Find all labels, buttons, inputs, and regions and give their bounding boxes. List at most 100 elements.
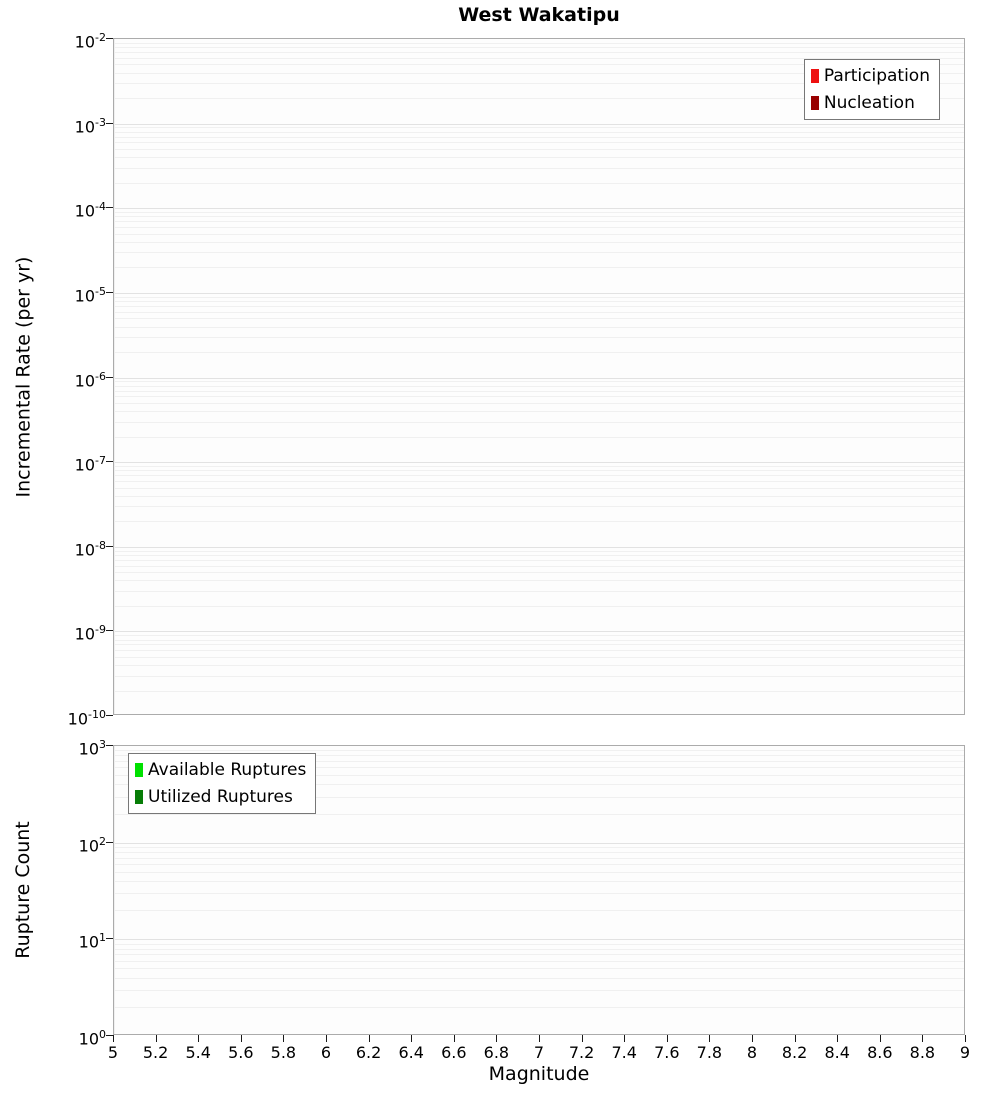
- gridline-minor: [114, 580, 964, 582]
- x-tick: [624, 1035, 626, 1042]
- x-tick: [240, 1035, 242, 1042]
- gridline-minor: [114, 954, 964, 956]
- gridline-minor: [114, 39, 115, 714]
- gridline-minor: [114, 857, 964, 859]
- legend-item: Utilized Ruptures: [135, 783, 306, 810]
- gridline-major: [114, 631, 964, 633]
- gridline-minor: [114, 910, 964, 912]
- x-tick-label: 8.2: [781, 1043, 808, 1062]
- gridline-minor: [114, 337, 964, 339]
- gridline-minor: [114, 241, 964, 243]
- gridline-minor: [114, 465, 964, 467]
- gridline-minor: [114, 675, 964, 677]
- gridline-minor: [114, 690, 964, 692]
- gridline-minor: [114, 233, 964, 235]
- gridline-minor: [114, 182, 964, 184]
- x-tick-label: 8.8: [909, 1043, 936, 1062]
- x-tick: [496, 1035, 498, 1042]
- participation-legend-marker: [810, 68, 819, 83]
- nucleation-legend-marker: [810, 95, 819, 110]
- gridline-minor: [114, 656, 964, 658]
- gridline-minor: [114, 559, 964, 561]
- gridline-minor: [114, 750, 964, 752]
- gridline-minor: [114, 411, 964, 413]
- gridline-minor: [114, 565, 964, 567]
- gridline-minor: [114, 98, 964, 100]
- legend: Participation Nucleation: [803, 59, 940, 120]
- x-tick-label: 5.8: [270, 1043, 297, 1062]
- y-tick: [106, 461, 113, 463]
- gridline-minor: [114, 495, 964, 497]
- chart-title: West Wakatipu: [458, 4, 620, 26]
- x-tick-label: 7: [533, 1043, 545, 1062]
- y-tick-label: 10-3: [74, 115, 106, 136]
- x-tick-label: 6.2: [355, 1043, 382, 1062]
- gridline-minor: [114, 852, 964, 854]
- gridline-minor: [114, 83, 964, 85]
- gridline-minor: [114, 352, 964, 354]
- gridline-minor: [114, 142, 964, 144]
- y-tick: [106, 745, 113, 746]
- gridline-minor: [114, 864, 964, 866]
- x-tick: [368, 1035, 370, 1042]
- x-tick-label: 6.4: [398, 1043, 424, 1062]
- gridline-minor: [114, 881, 964, 883]
- x-tick: [155, 1035, 157, 1042]
- gridline-major: [114, 939, 964, 941]
- y-tick-label: 100: [78, 1028, 106, 1049]
- x-axis-label: Magnitude: [488, 1063, 590, 1085]
- gridline-major: [114, 377, 964, 379]
- legend-label: Participation: [823, 65, 930, 86]
- gridline-major: [114, 292, 964, 294]
- gridline-minor: [114, 131, 964, 133]
- gridline-minor: [114, 847, 964, 849]
- y-tick-label: 103: [78, 738, 106, 759]
- gridline-minor: [114, 157, 964, 159]
- count-y-axis-label-wrap: Rupture Count: [0, 745, 46, 1035]
- gridline-minor: [114, 475, 964, 477]
- x-tick-label: 6: [320, 1043, 332, 1062]
- y-tick-label: 10-4: [74, 200, 106, 221]
- x-tick: [752, 1035, 753, 1042]
- y-tick-label: 10-5: [74, 284, 106, 306]
- x-tick: [965, 1035, 966, 1042]
- gridline-minor: [114, 421, 964, 423]
- x-tick-label: 9: [959, 1043, 971, 1062]
- legend-label: Utilized Ruptures: [148, 786, 293, 807]
- gridline-minor: [114, 605, 964, 607]
- x-tick: [837, 1035, 839, 1042]
- gridline-minor: [114, 871, 964, 873]
- x-tick-label: 5: [107, 1043, 119, 1062]
- y-tick: [106, 207, 113, 209]
- y-tick-label: 10-9: [74, 623, 106, 644]
- y-tick: [106, 545, 113, 547]
- gridline-minor: [114, 775, 964, 777]
- x-tick: [666, 1035, 668, 1042]
- count-y-axis-label: Rupture Count: [12, 821, 34, 959]
- gridline-minor: [114, 521, 964, 523]
- gridline-minor: [114, 212, 964, 214]
- rate-y-axis-label: Incremental Rate (per yr): [12, 256, 35, 497]
- y-tick: [106, 938, 113, 940]
- x-tick-label: 6.8: [483, 1043, 510, 1062]
- gridline-minor: [114, 590, 964, 592]
- legend-label: Nucleation: [823, 92, 915, 113]
- x-tick: [113, 1035, 114, 1042]
- gridline-minor: [114, 57, 964, 59]
- gridline-minor: [114, 47, 964, 49]
- y-tick-label: 102: [78, 834, 106, 855]
- legend-item: Available Ruptures: [135, 756, 306, 783]
- gridline-minor: [114, 267, 964, 269]
- gridline-minor: [114, 227, 964, 229]
- y-tick: [106, 1035, 113, 1036]
- gridline-minor: [114, 221, 964, 223]
- x-tick-label: 8.6: [867, 1043, 893, 1062]
- gridline-minor: [114, 216, 964, 218]
- x-tick: [539, 1035, 540, 1042]
- gridline-minor: [114, 72, 964, 74]
- gridline-minor: [114, 64, 964, 66]
- y-tick-label: 10-6: [74, 369, 106, 390]
- gridline-minor: [114, 968, 964, 970]
- gridline-minor: [114, 487, 964, 489]
- gridline-minor: [114, 639, 964, 641]
